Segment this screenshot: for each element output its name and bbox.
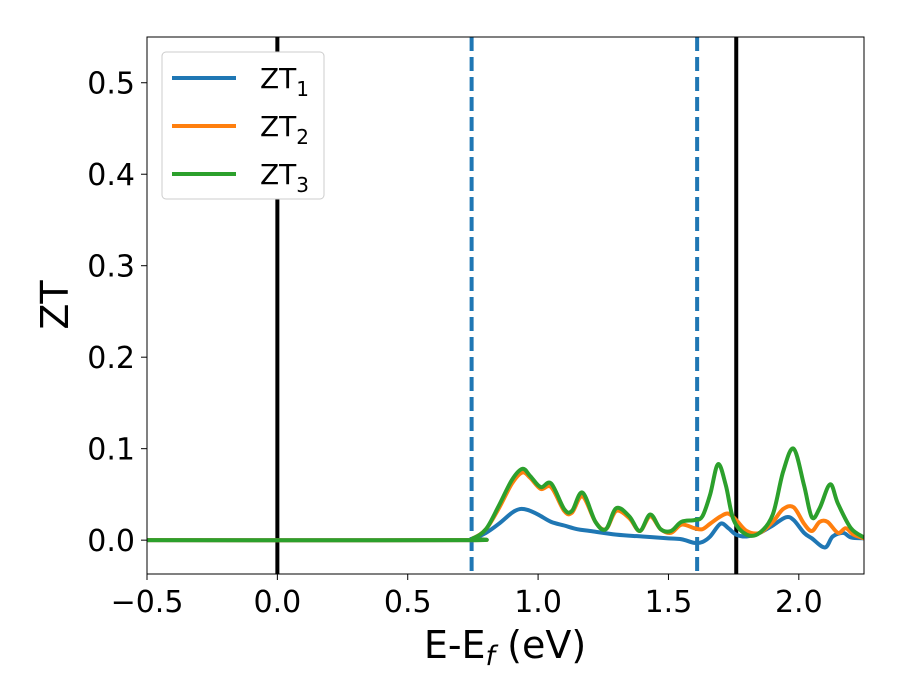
plot-area (146, 36, 865, 575)
series-layer (147, 446, 864, 550)
y-axis: 0.0 0.1 0.2 0.3 0.4 0.5 (87, 67, 147, 559)
reference-lines (275, 37, 739, 574)
y-tick-label: 0.1 (87, 433, 135, 468)
y-axis-label: ZT (33, 280, 77, 330)
series-line-2 (147, 470, 864, 543)
x-tick-label: 1.5 (645, 585, 693, 620)
plot-frame (146, 36, 865, 575)
legend-box (161, 51, 325, 200)
y-tick-label: 0.2 (87, 341, 135, 376)
x-axis-label: E-Ef (eV) (424, 623, 586, 672)
legend-label-2: ZT2 (260, 110, 309, 149)
x-tick-label: 0.0 (254, 585, 302, 620)
y-tick-label: 0.4 (87, 158, 135, 193)
series-line-1 (147, 506, 864, 550)
x-axis: −0.5 0.0 0.5 1.0 1.5 2.0 (111, 574, 823, 620)
y-tick-label: 0.0 (87, 524, 135, 559)
legend-label-1: ZT1 (260, 62, 309, 101)
x-tick-label: 1.0 (514, 585, 562, 620)
x-tick-label: −0.5 (111, 585, 184, 620)
y-tick-label: 0.3 (87, 250, 135, 285)
x-tick-label: 0.5 (384, 585, 432, 620)
y-tick-label: 0.5 (87, 67, 135, 102)
x-tick-label: 2.0 (775, 585, 823, 620)
legend-label-3: ZT3 (260, 158, 309, 197)
series-line-3 (147, 446, 864, 543)
legend: ZT1 ZT2 ZT3 (161, 51, 325, 200)
